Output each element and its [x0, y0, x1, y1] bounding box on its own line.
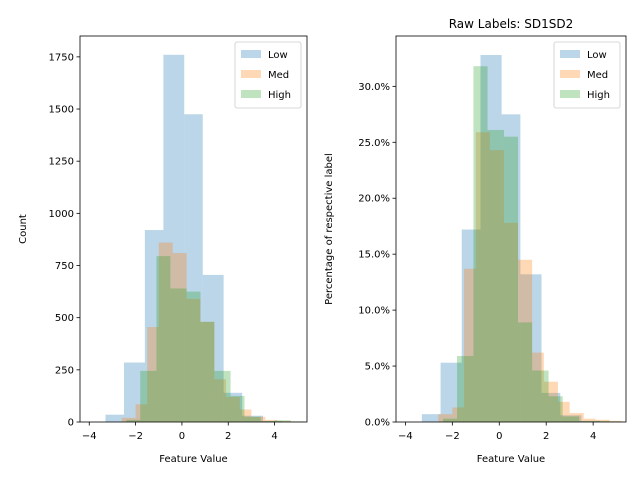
bar-high [457, 356, 473, 422]
y-tick-label: 5.0% [365, 362, 390, 373]
x-tick-label: 0 [179, 431, 185, 442]
bar-high [488, 130, 504, 422]
legend-swatch-med [241, 70, 261, 78]
bar-high [140, 371, 156, 422]
x-axis-label: Feature Value [477, 454, 545, 465]
y-tick-label: 1000 [49, 209, 74, 220]
y-tick-label: 250 [55, 365, 74, 376]
chart-title: Raw Labels: SD1SD2 [449, 17, 574, 31]
y-tick-label: 500 [55, 313, 74, 324]
legend-swatch-med [560, 70, 580, 78]
bar-high [532, 371, 548, 422]
bar-high [443, 419, 457, 422]
y-tick-label: 20.0% [358, 194, 390, 205]
legend-label-low: Low [587, 50, 607, 61]
legend-label-high: High [587, 90, 610, 101]
legend-label-low: Low [268, 50, 288, 61]
bar-high [518, 322, 532, 422]
x-tick-label: 2 [543, 431, 549, 442]
bar-high [156, 256, 170, 422]
y-tick-label: 1500 [49, 105, 74, 116]
y-tick-label: 1250 [49, 157, 74, 168]
bar-high [563, 416, 579, 422]
y-tick-label: 0.0% [365, 418, 390, 429]
legend-swatch-high [560, 90, 580, 98]
y-axis-label: Percentage of respective label [324, 153, 335, 305]
bar-high [504, 137, 518, 422]
legend-swatch-low [241, 50, 261, 58]
x-tick-label: −2 [128, 431, 143, 442]
bar-high [231, 396, 245, 422]
y-tick-label: 25.0% [358, 138, 390, 149]
panel-right: −4 −2 0 2 4 0.0% 5.0% 10.0% 15.0% 20.0% 25.0% 30.0%… [324, 17, 626, 465]
bar-low [105, 415, 124, 422]
legend-label-med: Med [587, 70, 608, 81]
legend-label-high: High [268, 90, 291, 101]
bar-high [170, 288, 186, 422]
legend: Low Med High [554, 42, 620, 108]
x-tick-label: −2 [445, 431, 460, 442]
legend-swatch-low [560, 50, 580, 58]
bar-high [200, 322, 214, 422]
bar-high [214, 371, 230, 422]
legend-swatch-high [241, 90, 261, 98]
x-tick-label: 4 [590, 431, 596, 442]
y-tick-label: 1750 [49, 52, 74, 63]
y-tick-label: 10.0% [358, 306, 390, 317]
bar-low [422, 414, 441, 422]
x-axis-label: Feature Value [159, 454, 227, 465]
panel-left: −4 −2 0 2 4 0 250 500 750 1000 1250 1500 1750 Feature… [18, 36, 307, 465]
x-tick-label: 4 [271, 431, 277, 442]
bar-high [473, 66, 487, 422]
x-tick-label: −4 [82, 431, 97, 442]
y-tick-label: 30.0% [358, 82, 390, 93]
x-tick-label: 0 [496, 431, 502, 442]
y-tick-label: 0 [68, 418, 74, 429]
bar-high [549, 396, 563, 422]
y-tick-label: 750 [55, 261, 74, 272]
y-axis-label: Count [18, 214, 29, 244]
x-tick-label: 2 [225, 431, 231, 442]
legend-label-med: Med [268, 70, 289, 81]
legend: Low Med High [235, 42, 301, 108]
bar-high [244, 417, 260, 422]
y-tick-label: 15.0% [358, 250, 390, 261]
x-tick-label: −4 [398, 431, 413, 442]
bar-high [187, 292, 201, 422]
